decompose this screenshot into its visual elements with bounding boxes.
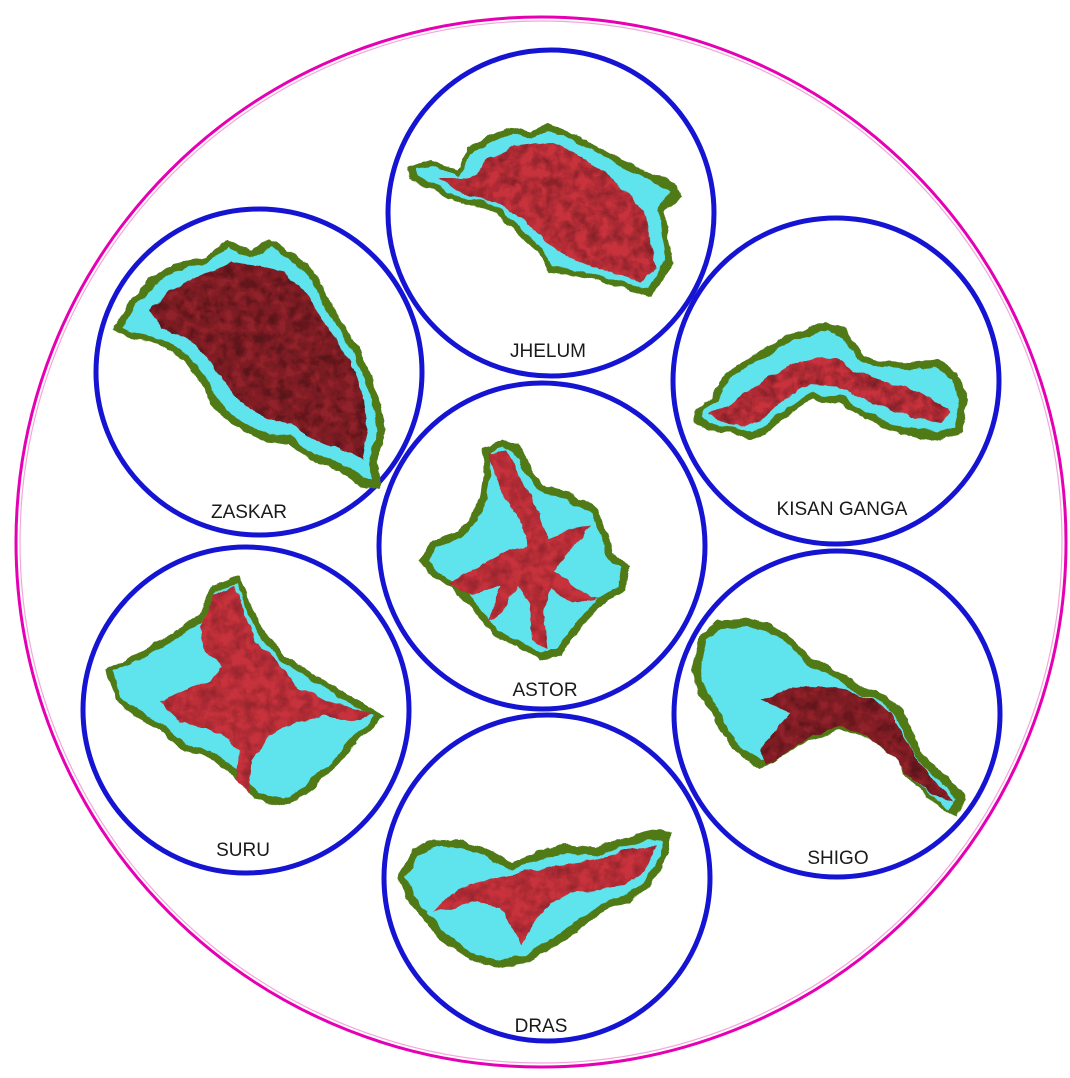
basin-label: ZASKAR (211, 502, 287, 523)
basin-shigo: SHIGO (671, 548, 1003, 880)
basin-map-shigo (692, 618, 966, 818)
basin-label: ASTOR (512, 680, 577, 701)
basin-label: JHELUM (510, 341, 586, 362)
basin-map-zaskar (112, 240, 386, 490)
basin-label: SURU (216, 840, 270, 861)
basin-jhelum: JHELUM (385, 47, 717, 379)
basin-dras: DRAS (381, 712, 713, 1044)
basin-suru: SURU (80, 544, 412, 876)
basin-map-dras (398, 830, 672, 968)
basin-label: SHIGO (807, 848, 868, 869)
basin-map-kisan-ganga (694, 322, 968, 440)
basin-label: KISAN GANGA (777, 499, 908, 520)
basin-kisan-ganga: KISAN GANGA (670, 215, 1002, 547)
outer-ring (14, 15, 1068, 1069)
basin-astor: ASTOR (376, 380, 708, 712)
basin-map-suru (106, 576, 384, 806)
basin-label: DRAS (515, 1016, 568, 1037)
outer-ring-inner-line (19, 20, 1063, 1064)
basin-map-jhelum (406, 124, 682, 297)
basin-zaskar: ZASKAR (93, 206, 425, 538)
basin-map-astor (418, 438, 630, 660)
